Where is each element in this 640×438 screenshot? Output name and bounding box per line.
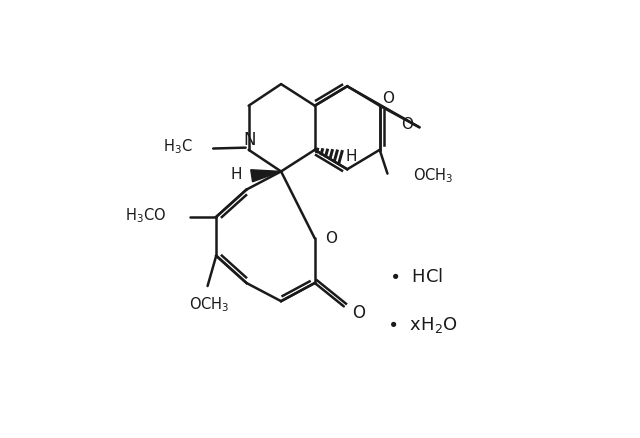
Text: N: N xyxy=(244,131,256,149)
Polygon shape xyxy=(251,170,281,182)
Text: O: O xyxy=(381,91,394,106)
Text: OCH$_3$: OCH$_3$ xyxy=(413,166,454,185)
Text: H: H xyxy=(346,149,357,164)
Text: O: O xyxy=(401,117,413,132)
Text: O: O xyxy=(353,304,365,322)
Text: OCH$_3$: OCH$_3$ xyxy=(189,295,230,314)
Text: $\bullet$  xH$_2$O: $\bullet$ xH$_2$O xyxy=(387,315,458,335)
Text: H: H xyxy=(230,167,242,182)
Text: H$_3$CO: H$_3$CO xyxy=(125,207,166,225)
Text: O: O xyxy=(326,231,338,246)
Text: $\bullet$  HCl: $\bullet$ HCl xyxy=(389,268,444,286)
Text: H$_3$C: H$_3$C xyxy=(163,137,193,155)
